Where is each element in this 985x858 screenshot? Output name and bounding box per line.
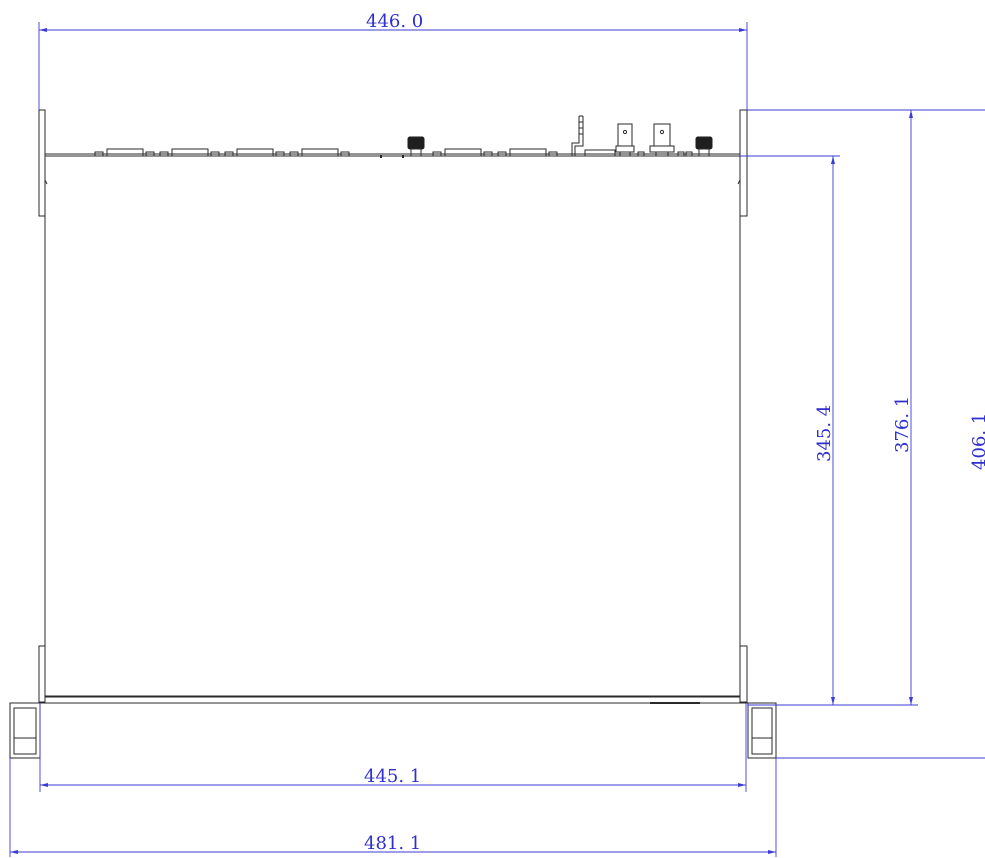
dimension-top-width-label: 446. 0 (366, 11, 423, 32)
connector-db-3 (224, 148, 285, 157)
thumbscrew-knob-2 (695, 136, 713, 157)
rear-connectors (94, 115, 713, 158)
left-handle (9, 702, 41, 759)
dimension-outer-depth-label: 406. 1 (969, 413, 985, 470)
dimension-bottom-inner-width: 445. 1 (39, 703, 747, 792)
connector-db-1 (94, 148, 155, 157)
terminal-bracket (571, 115, 616, 157)
marker-dot (402, 155, 404, 158)
connector-db-4 (289, 148, 350, 157)
dimension-mid-depth-label: 376. 1 (892, 396, 913, 453)
connector-db-2 (159, 148, 220, 157)
left-flange (38, 109, 48, 703)
thumbscrew-knob-1 (407, 136, 425, 157)
bnc-connector-1 (615, 123, 635, 157)
dimension-top-width: 446. 0 (38, 11, 748, 110)
chassis-body (40, 153, 748, 704)
small-ports (637, 151, 693, 157)
marker-dot (380, 155, 382, 158)
right-handle (747, 702, 777, 759)
bnc-connector-2 (649, 123, 675, 157)
dimension-mid-depth: 376. 1 (747, 109, 918, 706)
dimension-inner-depth-label: 345. 4 (814, 405, 835, 462)
dimension-outer-depth: 406. 1 (776, 109, 985, 759)
dimension-bottom-inner-width-label: 445. 1 (364, 766, 421, 787)
dimension-inner-depth: 345. 4 (740, 155, 840, 706)
connector-db-6 (497, 148, 558, 157)
right-flange (737, 109, 748, 703)
connector-db-5 (432, 148, 493, 157)
dimension-bottom-outer-width-label: 481. 1 (364, 833, 421, 854)
dimension-bottom-outer-width: 481. 1 (9, 758, 777, 857)
